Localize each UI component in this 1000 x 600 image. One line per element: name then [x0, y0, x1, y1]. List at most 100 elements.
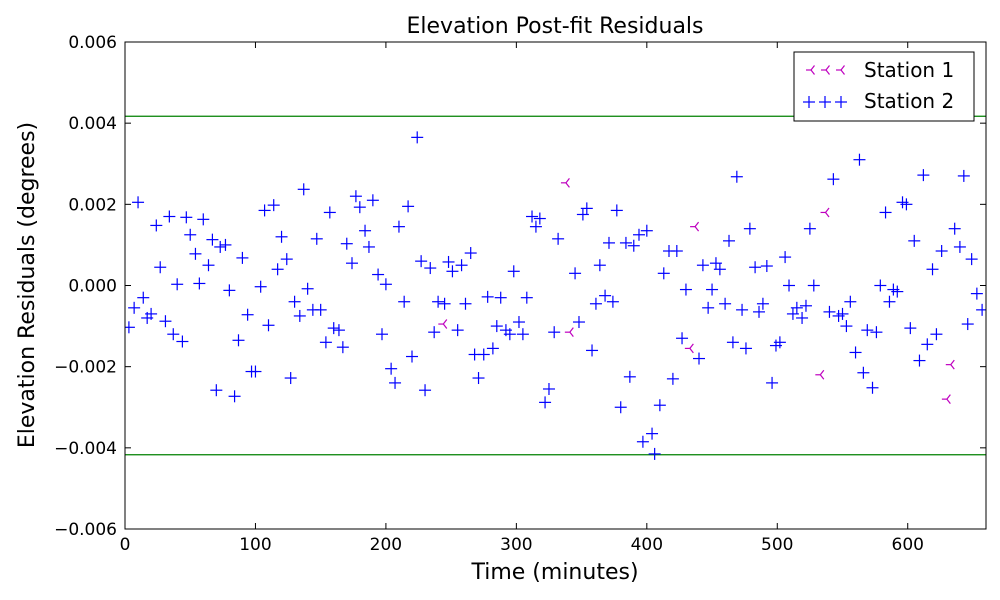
station-2-point [709, 257, 722, 270]
station-2-point [267, 199, 280, 212]
station-2-point [132, 196, 145, 209]
station-2-point [228, 390, 241, 403]
station-2-point [593, 259, 606, 272]
station-2-point [627, 239, 640, 252]
station-2-point [648, 447, 661, 460]
station-2-point [636, 435, 649, 448]
x-tick-label: 400 [631, 535, 663, 555]
station-2-point [490, 320, 503, 333]
station-2-point [451, 324, 464, 337]
station-2-point [375, 328, 388, 341]
station-2-point [494, 291, 507, 304]
y-tick-label: 0.006 [68, 33, 117, 53]
station-2-point [666, 372, 679, 385]
station-2-point [900, 198, 913, 211]
station-2-point [723, 234, 736, 247]
station-2-point [799, 299, 812, 312]
station-1-point [820, 207, 830, 218]
station-2-point [840, 320, 853, 333]
station-2-point [783, 279, 796, 292]
station-2-point [332, 324, 345, 337]
station-2-point [353, 201, 366, 214]
legend-marker-glyph [835, 96, 847, 108]
station-1-point [690, 221, 700, 232]
station-2-point [653, 399, 666, 412]
station-2-point [883, 295, 896, 308]
station-2-point [917, 169, 930, 182]
station-2-point [486, 342, 499, 355]
x-tick-label: 300 [500, 535, 532, 555]
station-2-point [446, 265, 459, 278]
station-2-point [736, 303, 749, 316]
station-2-point [548, 326, 561, 339]
station-2-point [214, 240, 227, 253]
station-2-point [424, 262, 437, 275]
station-2-point [145, 307, 158, 320]
station-2-point [646, 427, 659, 440]
station-2-point [853, 153, 866, 166]
legend-label-station-1: Station 1 [864, 58, 954, 82]
station-2-point [572, 316, 585, 329]
station-2-point [442, 255, 455, 268]
station-2-point [411, 131, 424, 144]
station-2-point [323, 206, 336, 219]
station-2-point [790, 301, 803, 314]
station-2-point [679, 283, 692, 296]
station-2-point [606, 295, 619, 308]
station-2-point [749, 261, 762, 274]
station-2-point [206, 233, 219, 246]
station-1-point [945, 359, 955, 370]
station-2-point [249, 365, 262, 378]
station-2-point [184, 228, 197, 241]
station-2-point [857, 366, 870, 379]
station-2-point [696, 259, 709, 272]
station-2-point [336, 341, 349, 354]
station-2-point [836, 307, 849, 320]
station-2-point [262, 319, 275, 332]
station-2-point [803, 222, 816, 235]
station-2-point [171, 278, 184, 291]
station-2-point [580, 202, 593, 215]
station-2-point [953, 240, 966, 253]
station-2-point [935, 245, 948, 258]
station-2-point [599, 289, 612, 302]
station-2-point [948, 222, 961, 235]
station-2-point [340, 237, 353, 250]
station-2-point [301, 282, 314, 295]
station-2-point [415, 255, 428, 268]
station-2-point [516, 328, 529, 341]
y-tick-label: 0.000 [68, 277, 117, 297]
station-2-point [520, 291, 533, 304]
station-2-point [730, 170, 743, 183]
station-2-point [640, 224, 653, 237]
y-tick-label: −0.002 [54, 358, 117, 378]
chart-title: Elevation Post-fit Residuals [407, 14, 704, 39]
station-2-point [481, 290, 494, 303]
station-2-point [455, 259, 468, 272]
station-2-point [756, 297, 769, 310]
station-2-point [874, 279, 887, 292]
station-2-point [773, 336, 786, 349]
station-2-point [786, 307, 799, 320]
station-2-point [197, 213, 210, 226]
station-2-point [739, 342, 752, 355]
station-2-point [314, 303, 327, 316]
station-2-point [406, 350, 418, 363]
station-2-point [976, 303, 986, 316]
station-2-point [713, 263, 726, 276]
station-2-point [366, 194, 379, 207]
legend-box [793, 51, 975, 122]
station-2-point [389, 376, 402, 389]
station-2-point [623, 370, 636, 383]
station-2-point [154, 261, 167, 274]
station-2-point [223, 284, 236, 297]
plot-frame [124, 41, 987, 530]
station-2-point [241, 308, 254, 321]
station-2-point [926, 263, 939, 276]
station-2-point [428, 326, 441, 339]
station-2-point [125, 321, 135, 334]
station-2-point [159, 315, 172, 328]
x-tick-label: 100 [239, 535, 271, 555]
station-2-point [258, 204, 271, 217]
station-2-point [823, 305, 836, 318]
